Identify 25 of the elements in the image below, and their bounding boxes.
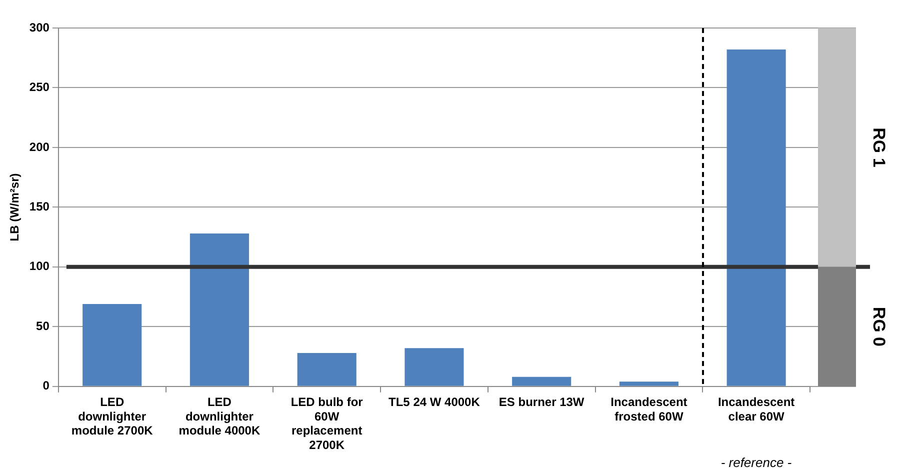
x-tick-label: TL5 24 W 4000K	[388, 394, 480, 409]
y-tick-label: 100	[29, 259, 50, 274]
bar	[512, 376, 572, 386]
x-tick-label: ES burner 13W	[498, 394, 585, 409]
x-tick-label: Incandescent clear 60W	[718, 394, 795, 424]
bar	[82, 304, 142, 386]
bar	[190, 233, 249, 386]
bar	[619, 382, 678, 386]
y-tick-label: 300	[29, 20, 50, 34]
y-tick-label: 0	[42, 378, 50, 393]
bar	[297, 352, 356, 386]
text: - reference -	[720, 455, 792, 470]
x-tick-label: Incandescent frosted 60W	[610, 394, 688, 424]
y-tick-label: 250	[29, 80, 50, 94]
x-tick-label: LED downlighter module 4000K	[178, 394, 260, 438]
x-tick-label: LED downlighter module 2700K	[71, 394, 154, 438]
y-tick-label: 150	[29, 200, 50, 214]
band-label: RG 0	[869, 306, 888, 347]
band-label: RG 1	[869, 128, 888, 168]
y-tick-label: 50	[36, 318, 50, 333]
x-tick-label: LED bulb for 60W replacement 2700K	[290, 394, 364, 452]
y-axis-title: LB (W/m²sr)	[8, 173, 22, 242]
bar	[404, 348, 464, 386]
y-tick-label: 200	[29, 140, 50, 154]
bar	[726, 50, 786, 386]
